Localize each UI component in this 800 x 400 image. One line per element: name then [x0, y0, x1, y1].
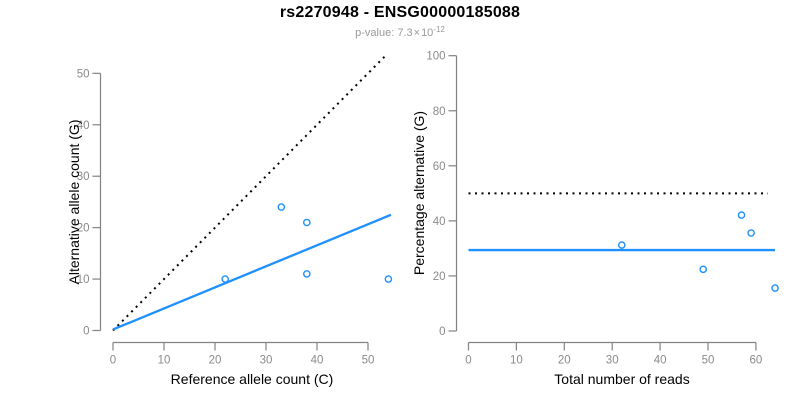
plot-subtitle: p-value: 7.3×10-12 — [0, 25, 800, 39]
right-data-point — [747, 229, 755, 237]
right-data-point — [699, 265, 708, 274]
pvalue-label: p-value: — [355, 27, 398, 39]
left-data-point — [302, 218, 311, 227]
right-y-tick-label: 100 — [426, 51, 445, 63]
right-x-tick-label: 0 — [465, 355, 471, 367]
left-x-tick-label: 50 — [362, 355, 375, 367]
right-x-tick-label: 20 — [558, 355, 571, 367]
left-identity-line — [112, 54, 388, 332]
left-y-tick-label: 40 — [77, 120, 90, 132]
left-x-tick-label: 40 — [311, 355, 324, 367]
right-data-point — [771, 284, 779, 292]
right-y-tick-label: 0 — [439, 326, 445, 338]
pvalue-base: 10 — [421, 27, 434, 39]
right-y-tick-label: 40 — [433, 216, 446, 228]
left-y-tick-label: 20 — [77, 223, 90, 235]
left-data-point — [277, 203, 286, 211]
right-y-tick-label: 20 — [433, 271, 446, 283]
left-y-tick-label: 10 — [77, 274, 90, 286]
left-y-axis-title: Alternative allele count (G) — [66, 119, 82, 285]
left-data-point — [302, 270, 311, 278]
left-y-tick-label: 30 — [77, 171, 90, 183]
left-x-tick-label: 0 — [110, 355, 116, 367]
right-y-tick-label: 60 — [433, 161, 446, 173]
right-x-tick-label: 10 — [510, 355, 523, 367]
pvalue-times-sign: × — [413, 27, 421, 39]
left-regression-line — [112, 213, 392, 331]
right-x-axis-title: Total number of reads — [554, 371, 690, 387]
right-x-tick-label: 50 — [702, 355, 715, 367]
left-data-point — [384, 275, 393, 283]
right-data-point — [617, 241, 626, 249]
right-x-tick-label: 60 — [750, 355, 763, 367]
left-data-point — [221, 275, 229, 283]
left-y-tick-label: 0 — [83, 326, 89, 338]
left-x-tick-label: 30 — [260, 355, 273, 367]
left-x-tick-label: 20 — [209, 355, 222, 367]
right-x-tick-label: 40 — [654, 355, 667, 367]
left-y-tick-label: 50 — [77, 68, 90, 80]
right-y-tick-label: 80 — [433, 106, 446, 118]
left-x-axis-title: Reference allele count (C) — [170, 371, 334, 387]
right-y-axis-title: Percentage alternative (G) — [411, 110, 427, 276]
pvalue-mantissa: 7.3 — [397, 27, 413, 39]
left-x-tick-label: 10 — [158, 355, 171, 367]
plot-title: rs2270948 - ENSG00000185088 — [279, 4, 521, 21]
pvalue-exponent: -12 — [433, 25, 445, 34]
right-data-point — [737, 211, 746, 219]
right-x-tick-label: 30 — [606, 355, 619, 367]
